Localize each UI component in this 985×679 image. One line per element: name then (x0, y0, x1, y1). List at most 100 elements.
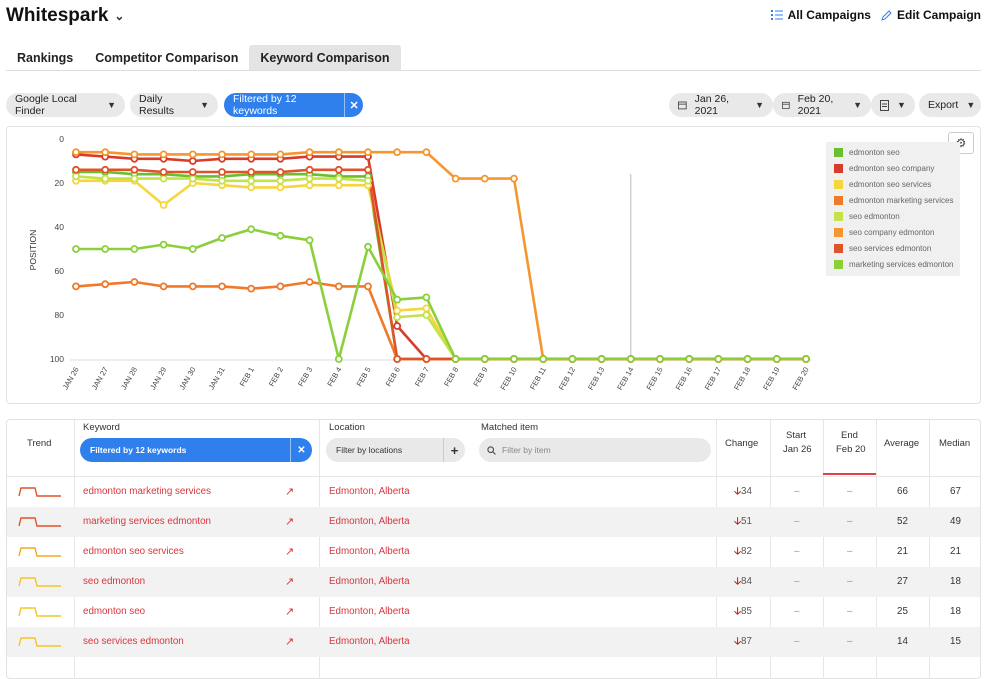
legend-item[interactable]: edmonton marketing services (834, 196, 954, 205)
legend-label: seo edmonton (849, 212, 900, 221)
export-button[interactable]: Export ▼ (919, 93, 981, 117)
data-point (188, 245, 197, 253)
table-row[interactable]: seo edmonton ↗ Edmonton, Alberta 🡣84 – –… (7, 567, 980, 597)
frequency-select[interactable]: Daily Results ▼ (130, 93, 218, 117)
down-arrow-icon: 🡣 (734, 486, 742, 497)
legend-item[interactable]: marketing services edmonton (834, 260, 954, 269)
sparkline-icon (18, 577, 61, 587)
location-link[interactable]: Edmonton, Alberta (329, 486, 410, 497)
end-value: – (847, 486, 853, 497)
legend-item[interactable]: edmonton seo services (834, 180, 931, 189)
frequency-label: Daily Results (139, 93, 175, 117)
keyword-link[interactable]: edmonton seo (83, 606, 146, 617)
legend-swatch (834, 244, 843, 253)
table-row[interactable]: seo services edmonton ↗ Edmonton, Albert… (7, 627, 980, 657)
x-tick-label: FEB 17 (703, 366, 723, 392)
data-point (422, 293, 431, 302)
sparkline-icon (18, 547, 61, 557)
data-point (130, 174, 139, 183)
brand-title: Whitespark (6, 5, 109, 26)
end-date-picker[interactable]: Feb 20, 2021 ▼ (773, 93, 871, 117)
data-point (159, 240, 168, 249)
trend-sparkline (17, 567, 65, 597)
location-filter-input[interactable]: Filter by locations + (326, 438, 465, 462)
tab-rankings[interactable]: Rankings (17, 51, 74, 65)
tab-keyword-comparison[interactable]: Keyword Comparison (249, 45, 401, 71)
data-point (188, 282, 197, 291)
keyword-link[interactable]: edmonton seo services (83, 546, 184, 557)
tab-competitor-comparison[interactable]: Competitor Comparison (95, 51, 239, 65)
x-tick-label: FEB 10 (498, 366, 518, 392)
external-link-icon[interactable]: ↗ (285, 576, 295, 588)
clear-keyword-filter-icon[interactable]: ✕ (290, 438, 312, 462)
legend-swatch (834, 148, 843, 157)
data-point (276, 282, 285, 291)
data-point (218, 168, 226, 176)
end-value: – (847, 576, 853, 587)
data-point (101, 165, 110, 174)
trend-sparkline (17, 507, 65, 537)
col-change[interactable]: Change (725, 438, 759, 449)
data-point (597, 355, 606, 363)
table-row[interactable]: marketing services edmonton ↗ Edmonton, … (7, 507, 980, 537)
table-row[interactable]: edmonton marketing services ↗ Edmonton, … (7, 477, 980, 507)
data-point (305, 165, 314, 174)
location-link[interactable]: Edmonton, Alberta (329, 636, 410, 647)
data-point (364, 165, 372, 174)
down-arrow-icon: 🡣 (734, 546, 742, 557)
legend-item[interactable]: seo edmonton (834, 212, 900, 221)
data-point (364, 282, 372, 291)
col-end[interactable]: End (841, 430, 858, 441)
keyword-table: Trend Keyword Location Matched item Chan… (6, 419, 981, 679)
data-point (188, 157, 197, 165)
data-point (247, 150, 256, 159)
x-tick-label: FEB 14 (615, 366, 635, 392)
col-average[interactable]: Average (884, 438, 920, 449)
external-link-icon[interactable]: ↗ (285, 516, 295, 528)
sparkline-icon (18, 487, 61, 497)
legend-item[interactable]: edmonton seo company (834, 164, 934, 173)
start-date-picker[interactable]: Jan 26, 2021 ▼ (669, 93, 773, 117)
location-link[interactable]: Edmonton, Alberta (329, 576, 410, 587)
clear-filter-icon[interactable]: ✕ (344, 93, 363, 117)
all-campaigns-link[interactable]: All Campaigns (770, 8, 871, 22)
data-point (305, 174, 314, 183)
external-link-icon[interactable]: ↗ (285, 606, 295, 618)
legend-item[interactable]: seo company edmonton (834, 228, 934, 237)
chevron-down-icon: ▼ (200, 100, 209, 110)
keyword-link[interactable]: marketing services edmonton (83, 516, 211, 527)
keyword-link[interactable]: seo edmonton (83, 576, 146, 587)
table-row[interactable]: edmonton seo services ↗ Edmonton, Albert… (7, 537, 980, 567)
table-row[interactable]: edmonton seo ↗ Edmonton, Alberta 🡣85 – –… (7, 597, 980, 627)
start-value: – (794, 636, 800, 647)
col-start[interactable]: Start (786, 430, 807, 441)
keyword-filter-label: Filtered by 12 keywords (233, 93, 297, 117)
keyword-filter-input[interactable]: Filtered by 12 keywords ✕ (80, 438, 312, 462)
location-filter-placeholder: Filter by locations (336, 445, 403, 455)
item-filter-input[interactable]: Filter by item (479, 438, 711, 462)
data-point (159, 201, 168, 209)
location-link[interactable]: Edmonton, Alberta (329, 606, 410, 617)
external-link-icon[interactable]: ↗ (285, 636, 295, 648)
keyword-link[interactable]: seo services edmonton (83, 636, 184, 647)
y-tick-label: 80 (55, 310, 65, 320)
location-link[interactable]: Edmonton, Alberta (329, 546, 410, 557)
external-link-icon[interactable]: ↗ (285, 486, 295, 498)
x-tick-label: FEB 5 (355, 366, 373, 389)
data-point (364, 242, 372, 251)
external-link-icon[interactable]: ↗ (285, 546, 295, 558)
col-median[interactable]: Median (939, 438, 971, 449)
search-engine-select[interactable]: Google Local Finder ▼ (6, 93, 125, 117)
x-tick-label: FEB 19 (761, 366, 781, 392)
keyword-filter-chip[interactable]: Filtered by 12 keywords ✕ (224, 93, 363, 117)
legend-swatch (834, 180, 843, 189)
keyword-link[interactable]: edmonton marketing services (83, 486, 211, 497)
legend-item[interactable]: edmonton seo (834, 148, 900, 157)
chevron-down-icon: ▼ (966, 100, 976, 110)
edit-campaign-link[interactable]: Edit Campaign (881, 8, 981, 22)
legend-item[interactable]: seo services edmonton (834, 244, 931, 253)
campaign-switcher[interactable]: Whitespark ⌄ (6, 5, 124, 27)
add-location-icon[interactable]: + (443, 438, 465, 462)
report-menu[interactable]: ▼ (871, 93, 915, 117)
location-link[interactable]: Edmonton, Alberta (329, 516, 410, 527)
